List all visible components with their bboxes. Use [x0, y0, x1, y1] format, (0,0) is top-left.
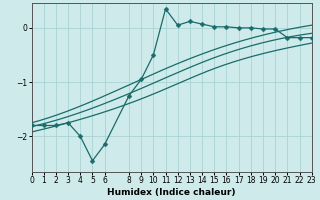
X-axis label: Humidex (Indice chaleur): Humidex (Indice chaleur): [108, 188, 236, 197]
